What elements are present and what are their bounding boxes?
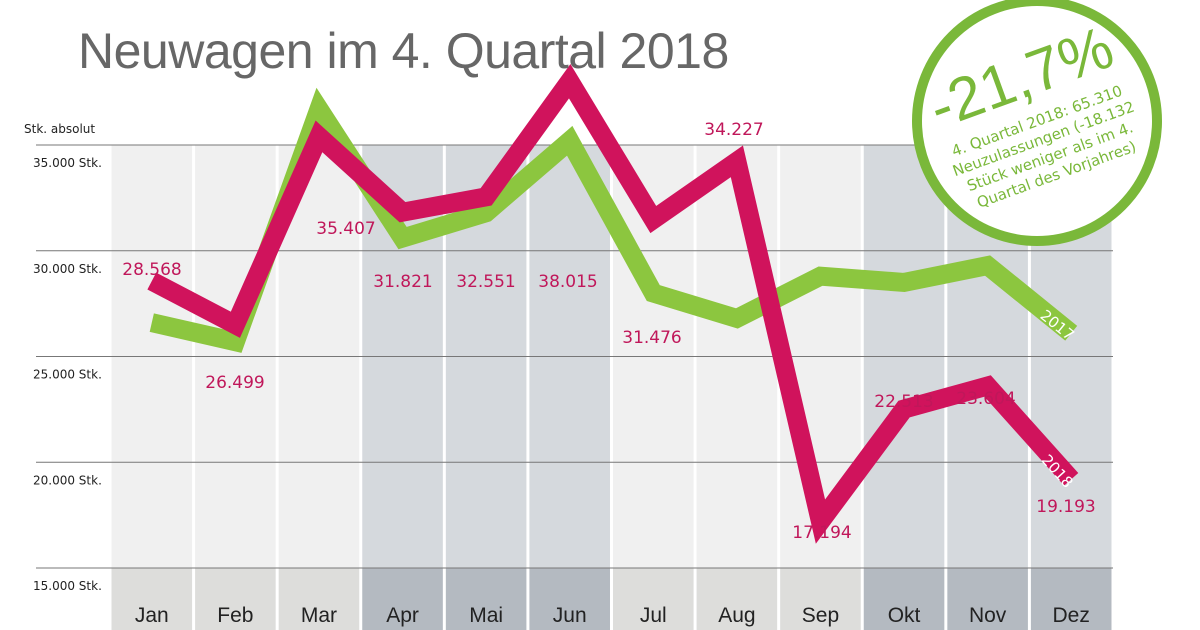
category-band — [278, 568, 360, 630]
series-line-2018 — [147, 64, 1079, 544]
category-band — [780, 568, 861, 630]
y-tick-label: 25.000 Stk. — [33, 368, 102, 382]
category-band — [696, 568, 778, 630]
x-tick-label: Mar — [301, 604, 337, 627]
data-label: 34.227 — [704, 120, 763, 140]
category-band — [362, 568, 443, 630]
data-label: 38.015 — [538, 272, 597, 292]
y-tick-label: 30.000 Stk. — [33, 262, 102, 276]
summary-badge: -21,7% 4. Quartal 2018: 65.310 Neuzulass… — [912, 0, 1162, 246]
data-label: 23.604 — [956, 389, 1015, 409]
category-band — [529, 568, 610, 630]
x-tick-label: Sep — [802, 604, 839, 627]
data-label: 28.568 — [122, 260, 181, 280]
x-tick-label: Apr — [386, 604, 419, 627]
x-tick-label: Feb — [217, 604, 253, 627]
y-tick-label: 20.000 Stk. — [33, 473, 102, 487]
y-tick-label: 35.000 Stk. — [33, 156, 102, 170]
x-tick-label: Jul — [640, 604, 667, 627]
data-label: 35.407 — [316, 219, 375, 239]
x-tick-label: Jun — [553, 604, 587, 627]
category-band — [111, 568, 193, 630]
category-band — [445, 568, 527, 630]
y-axis-label: Stk. absolut — [24, 122, 95, 136]
data-label: 32.551 — [456, 272, 515, 292]
page-title: Neuwagen im 4. Quartal 2018 — [78, 23, 729, 79]
x-tick-label: Mai — [469, 604, 503, 627]
category-band — [1030, 568, 1112, 630]
category-band — [947, 568, 1028, 630]
data-label: 19.193 — [1036, 497, 1095, 517]
x-tick-label: Dez — [1053, 604, 1090, 627]
x-tick-label: Nov — [969, 604, 1007, 627]
x-tick-label: Okt — [888, 604, 921, 627]
data-label: 31.821 — [373, 272, 432, 292]
x-tick-label: Jan — [135, 604, 169, 627]
y-tick-label: 15.000 Stk. — [33, 579, 102, 593]
category-band — [613, 568, 694, 630]
data-label: 26.499 — [205, 373, 264, 393]
x-tick-label: Aug — [718, 604, 755, 627]
data-label: 17.194 — [792, 523, 851, 543]
data-label: 31.476 — [622, 328, 681, 348]
data-label: 22.513 — [874, 392, 933, 412]
category-band — [195, 568, 276, 630]
category-band — [863, 568, 945, 630]
